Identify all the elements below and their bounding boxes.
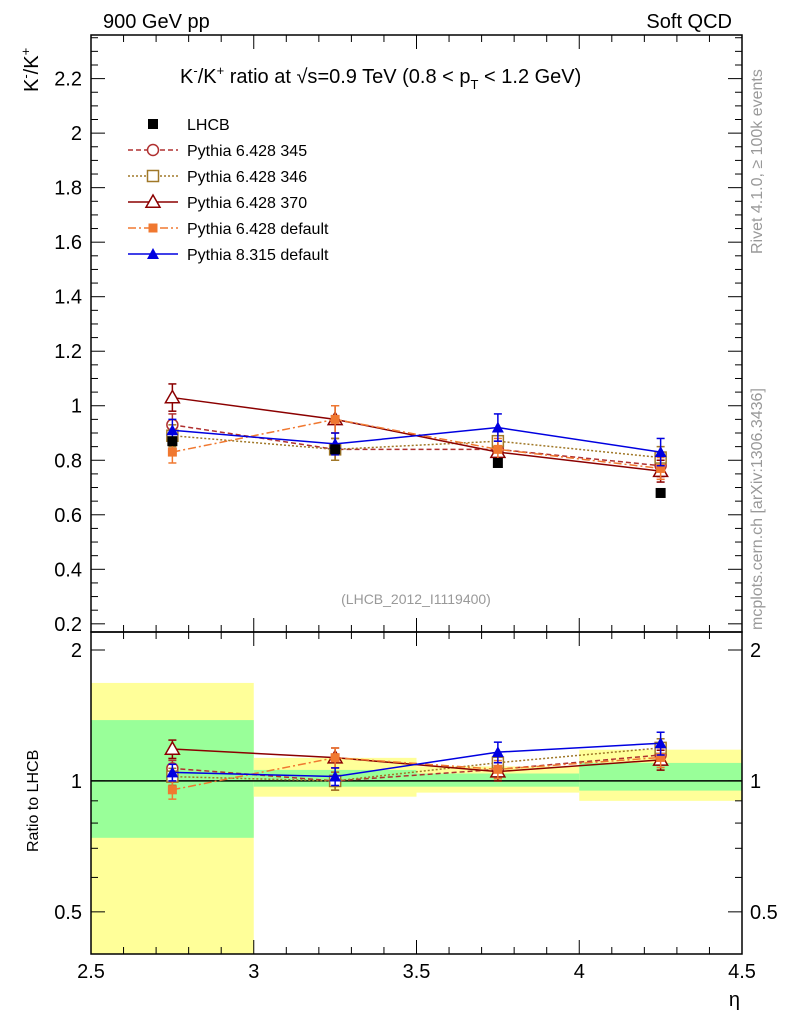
series-point: [166, 424, 179, 436]
x-tick-label: 4.5: [728, 961, 756, 983]
series-point: [164, 389, 181, 404]
legend-label: Pythia 6.428 370: [187, 195, 307, 212]
x-tick-label: 4: [574, 961, 585, 983]
legend-marker: [146, 143, 160, 157]
y-tick-label: 0.8: [54, 450, 82, 472]
series-point: [330, 414, 340, 424]
series-line-pythia-6-428-default: [172, 418, 661, 470]
ratio-point: [330, 753, 340, 763]
y-tick-label: 1.4: [54, 287, 82, 309]
lhcb-point: [330, 444, 341, 455]
ratio-y-tick-label: 2: [71, 640, 82, 662]
x-tick-label: 2.5: [77, 961, 105, 983]
lhcb-point: [655, 487, 666, 498]
ratio-y-axis-label: Ratio to LHCB: [25, 750, 42, 852]
legend: LHCB Pythia 6.428 345 Pythia 6.428 346 Pyth…: [128, 117, 329, 264]
ratio-point: [493, 764, 503, 774]
x-tick-label: 3.5: [403, 961, 431, 983]
ratio-y-tick-label-right: 2: [750, 640, 761, 662]
ratio-line-pythia-6-428-346: [172, 747, 661, 782]
y-tick-label: 1.6: [54, 232, 82, 254]
y-axis-label: K-/K+: [18, 48, 43, 92]
ratio-point: [329, 770, 342, 782]
y-tick-label: 0.2: [54, 614, 82, 636]
ratio-point: [656, 752, 666, 762]
chart-title: K-/K+ ratio at √s=0.9 TeV (0.8 < pT < 1.…: [180, 63, 581, 92]
y-tick-label: 2: [71, 123, 82, 145]
legend-label: Pythia 8.315 default: [187, 247, 329, 264]
lhcb-point: [167, 436, 178, 447]
series-point: [491, 421, 504, 433]
legend-label: Pythia 6.428 default: [187, 221, 329, 238]
header-right: Soft QCD: [646, 11, 732, 33]
mcplots-label: mcplots.cern.ch [arXiv:1306.3436]: [749, 388, 766, 630]
ratio-y-tick-label-right: 0.5: [750, 902, 778, 924]
legend-marker: [146, 169, 160, 183]
ratio-point: [167, 785, 177, 795]
ratio-point: [654, 737, 667, 749]
ratio-point: [491, 746, 504, 758]
ratio-y-tick-label: 1: [71, 771, 82, 793]
x-tick-label: 3: [248, 961, 259, 983]
ratio-y-tick-label-right: 1: [750, 771, 761, 793]
legend-marker: [148, 119, 158, 129]
axis-ticks: [90, 35, 743, 955]
legend-marker: [147, 248, 159, 259]
rivet-label: Rivet 4.1.0, ≥ 100k events: [749, 69, 766, 254]
series-line-pythia-8-315-default: [172, 426, 661, 453]
series-line-pythia-6-428-346: [172, 434, 661, 459]
ratio-point: [166, 766, 179, 778]
tick-labels: 2.5 3 3.5 4 4.5 0.2 0.4 0.6 0.8 1 1.2 1.4 1.6 1.8 2 2.2…: [54, 69, 778, 983]
series-point: [656, 463, 666, 473]
y-tick-label: 0.6: [54, 505, 82, 527]
y-tick-label: 1.2: [54, 341, 82, 363]
y-tick-label: 2.2: [54, 69, 82, 91]
series-point: [493, 444, 503, 454]
ratio-point: [164, 740, 181, 756]
y-tick-label: 1.8: [54, 178, 82, 200]
legend-marker: [148, 223, 158, 233]
x-axis-label: η: [729, 989, 740, 1011]
legend-label: Pythia 6.428 346: [187, 169, 307, 186]
series-point: [167, 447, 177, 457]
y-tick-label: 1: [71, 396, 82, 418]
legend-marker: [144, 193, 162, 208]
legend-label: LHCB: [187, 117, 230, 134]
lhcb-point: [492, 457, 503, 468]
uncertainty-bands: [91, 682, 742, 954]
header-left: 900 GeV pp: [103, 11, 210, 33]
ratio-y-tick-label: 0.5: [54, 902, 82, 924]
legend-label: Pythia 6.428 345: [187, 143, 307, 160]
ratio-line-pythia-8-315-default: [172, 742, 661, 778]
y-tick-label: 0.4: [54, 559, 82, 581]
lhcb-data-points: [167, 436, 666, 498]
analysis-watermark: (LHCB_2012_I1119400): [341, 591, 491, 607]
series-point: [654, 446, 667, 458]
ratio-series: [164, 731, 669, 800]
